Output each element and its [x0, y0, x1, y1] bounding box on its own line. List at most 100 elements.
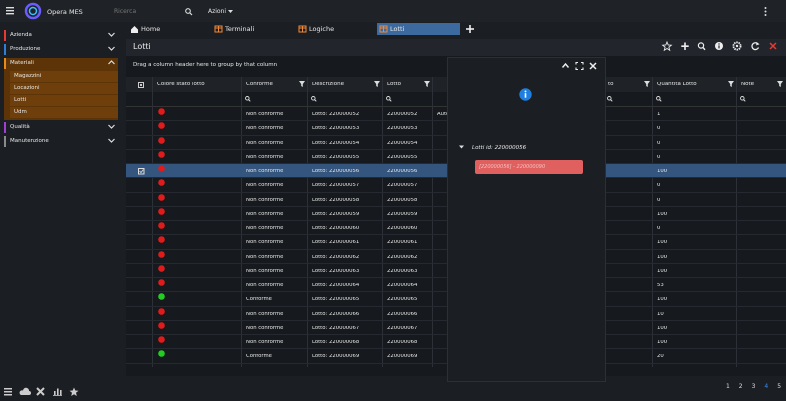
- menu-chevron[interactable]: [108, 60, 120, 72]
- filter-search-icon[interactable]: [607, 96, 619, 108]
- status-dot: [158, 236, 165, 244]
- list-icon[interactable]: [4, 388, 12, 396]
- cell: 220000058: [387, 197, 418, 203]
- row-checkbox[interactable]: [138, 168, 150, 180]
- actions-menu[interactable]: Azioni: [208, 8, 227, 15]
- submenu-item[interactable]: Magazzini: [14, 73, 42, 79]
- chart-icon[interactable]: [53, 388, 62, 396]
- tab[interactable]: Home: [141, 25, 161, 33]
- filter-icon[interactable]: [728, 81, 740, 93]
- cell: 220000063: [387, 268, 418, 274]
- menu-item[interactable]: Materiali: [10, 60, 34, 66]
- page-button[interactable]: 3: [751, 383, 756, 390]
- cell: 100: [657, 325, 668, 331]
- column-header[interactable]: Conforme: [246, 82, 273, 87]
- favorites-icon[interactable]: [69, 387, 79, 397]
- menu-accent: [4, 44, 6, 55]
- cell: Non conforme: [246, 283, 284, 288]
- filter-icon[interactable]: [777, 81, 786, 93]
- menu-item[interactable]: Azienda: [10, 32, 32, 38]
- cell: 100: [657, 268, 668, 274]
- info-button[interactable]: [715, 42, 723, 50]
- filter-icon[interactable]: [644, 81, 656, 93]
- cell: Conforme: [246, 297, 272, 303]
- column-header[interactable]: Note: [741, 82, 755, 87]
- close-button[interactable]: [769, 42, 777, 50]
- tab[interactable]: Logiche: [309, 25, 335, 33]
- refresh-button[interactable]: [751, 42, 760, 51]
- cell: Lotto: 220000069: [312, 354, 360, 360]
- panel-close-button[interactable]: [589, 62, 597, 70]
- filter-search-icon[interactable]: [311, 96, 323, 108]
- filter-icon[interactable]: [424, 81, 436, 93]
- menu-chevron[interactable]: [108, 46, 120, 58]
- cell: 220000067: [387, 325, 418, 331]
- menu-chevron[interactable]: [108, 32, 120, 44]
- cell: 220000062: [387, 254, 418, 260]
- page-button[interactable]: 4: [764, 383, 769, 390]
- cloud-icon[interactable]: [19, 387, 31, 395]
- cell: 0: [657, 226, 661, 231]
- menu-item[interactable]: Qualità: [10, 124, 30, 130]
- tools-icon[interactable]: [36, 387, 45, 396]
- page-button[interactable]: 1: [726, 383, 730, 390]
- toolbar: [661, 40, 777, 52]
- search-icon[interactable]: [185, 8, 193, 16]
- status-dot: [158, 336, 165, 343]
- status-dot: [158, 321, 165, 329]
- column-divider: [307, 77, 308, 367]
- status-dot: [158, 122, 165, 130]
- cell: Non conforme: [246, 268, 284, 274]
- tab-icon: [379, 25, 388, 33]
- menu-icon[interactable]: [6, 7, 16, 15]
- settings-button[interactable]: [732, 41, 742, 51]
- cell: 100: [657, 340, 668, 345]
- menu-item[interactable]: Produzione: [10, 46, 41, 52]
- fullscreen-button[interactable]: [575, 61, 584, 71]
- select-all-checkbox[interactable]: [138, 82, 150, 94]
- cell: 220000056: [387, 169, 418, 174]
- tree-toggle[interactable]: [459, 145, 465, 150]
- favorite-button[interactable]: [661, 40, 673, 52]
- column-header[interactable]: Quantita Lotto: [657, 82, 697, 87]
- cell: Lotto: 220000055: [312, 154, 360, 160]
- filter-search-icon[interactable]: [656, 96, 668, 108]
- cell: Lotto: 220000056: [312, 169, 360, 174]
- tab-icon: [298, 25, 307, 33]
- submenu-item[interactable]: Locazioni: [14, 85, 40, 91]
- column-header[interactable]: Colore stato lotto: [157, 82, 205, 87]
- menu-chevron[interactable]: [108, 124, 120, 136]
- column-header[interactable]: Descrizione: [312, 82, 344, 87]
- column-header[interactable]: to: [608, 82, 614, 87]
- status-dot: [158, 193, 165, 201]
- tab[interactable]: Terminali: [225, 25, 255, 33]
- menu-item[interactable]: Manutenzione: [10, 138, 49, 144]
- lot-chip[interactable]: [475, 160, 583, 174]
- more-icon[interactable]: [764, 7, 767, 17]
- tab[interactable]: Lotti: [390, 25, 405, 33]
- collapse-button[interactable]: [561, 62, 570, 68]
- submenu-item[interactable]: Lotti: [14, 97, 27, 103]
- page-button[interactable]: 2: [738, 383, 743, 390]
- filter-search-icon[interactable]: [245, 96, 257, 108]
- cell: Lotto: 220000053: [312, 126, 360, 132]
- column-header[interactable]: Lotto: [387, 82, 402, 87]
- add-tab[interactable]: [466, 25, 474, 33]
- filter-icon[interactable]: [299, 81, 311, 93]
- add-button[interactable]: [681, 42, 689, 51]
- page-button[interactable]: 5: [777, 383, 782, 390]
- cell: Lotto: 220000065: [312, 297, 360, 303]
- menu-chevron[interactable]: [108, 138, 120, 150]
- filter-icon[interactable]: [374, 81, 386, 93]
- search-button[interactable]: [697, 42, 706, 51]
- cell: Auto: [437, 112, 447, 117]
- cell: 220000068: [387, 340, 418, 345]
- submenu-item[interactable]: Udm: [14, 109, 27, 115]
- detail-panel: [447, 57, 606, 382]
- sidebar: Azienda Produzione Materiali Magazzini Locaz…: [0, 30, 122, 160]
- column-divider: [432, 77, 433, 367]
- search-input[interactable]: Ricerca: [114, 8, 137, 15]
- filter-search-icon[interactable]: [386, 96, 398, 108]
- filter-search-icon[interactable]: [740, 96, 752, 108]
- cell: Non conforme: [246, 240, 284, 246]
